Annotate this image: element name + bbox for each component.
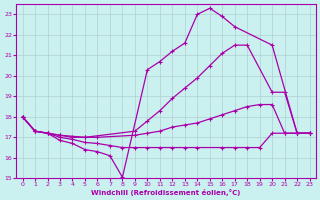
X-axis label: Windchill (Refroidissement éolien,°C): Windchill (Refroidissement éolien,°C) <box>92 189 241 196</box>
